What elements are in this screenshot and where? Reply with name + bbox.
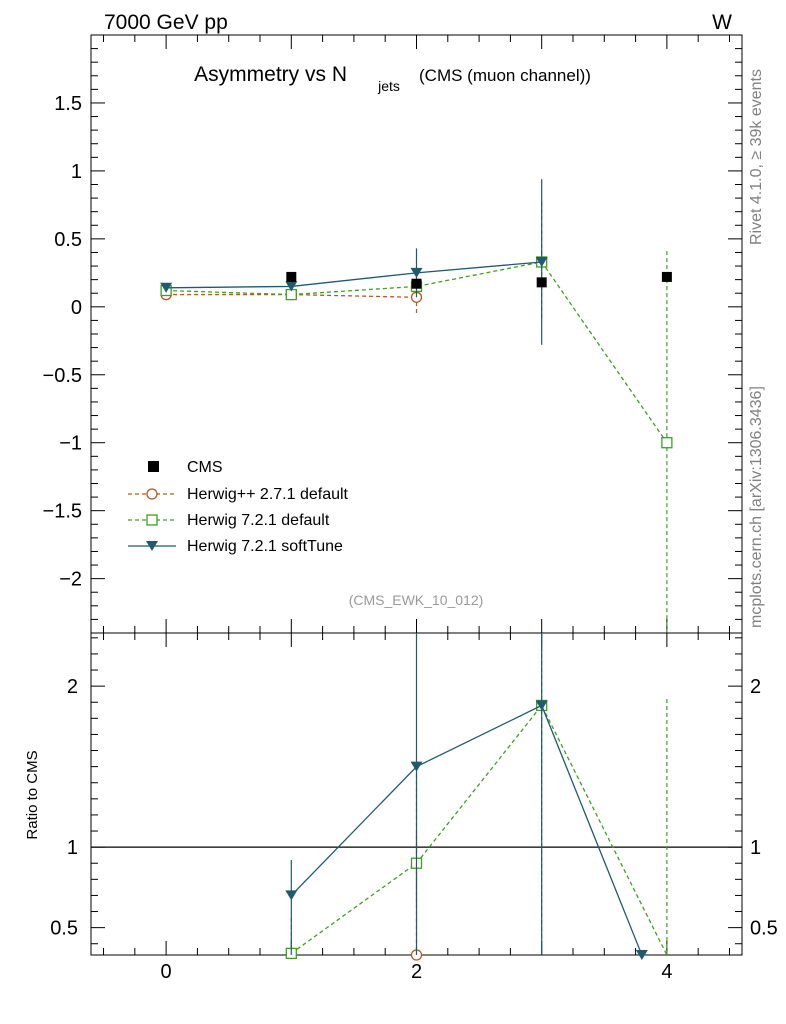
ratio-y-tick-label-right: 0.5 xyxy=(750,918,778,940)
point-herwig721 xyxy=(661,437,673,449)
line-softtune xyxy=(166,261,542,289)
main-panel: Asymmetry vs N jets (CMS (muon channel))… xyxy=(43,34,743,955)
line-herwig721 xyxy=(166,261,668,444)
legend-label-herwig721: Herwig 7.2.1 default xyxy=(187,512,330,529)
series-cms xyxy=(286,271,672,289)
process-label: W xyxy=(712,11,732,34)
point-softtune xyxy=(410,267,423,278)
legend: CMS Herwig++ 2.7.1 default Herwig 7.2.1 … xyxy=(128,459,349,555)
legend-marker-softtune xyxy=(146,541,158,551)
ratio-point-softtune xyxy=(635,950,648,960)
main-y-tick-label: 0.5 xyxy=(54,229,82,251)
point-cms xyxy=(661,271,672,282)
rivet-version-label: Rivet 4.1.0, ≥ 39k events xyxy=(748,69,765,245)
legend-label-cms: CMS xyxy=(187,459,223,476)
main-y-tick-label: −2 xyxy=(59,569,82,591)
ratio-series-softtune xyxy=(285,633,648,960)
ratio-y-tick-label: 1 xyxy=(67,837,78,859)
legend-label-softtune: Herwig 7.2.1 softTune xyxy=(187,538,343,555)
point-cms xyxy=(286,271,297,282)
point-softtune xyxy=(160,282,173,293)
legend-entry-herwig721: Herwig 7.2.1 default xyxy=(128,512,330,529)
legend-entry-cms: CMS xyxy=(148,459,223,476)
ratio-series-herwig721 xyxy=(285,633,668,960)
legend-marker-herwig721 xyxy=(146,514,158,526)
main-y-tick-label: 1.5 xyxy=(54,93,82,115)
ratio-line-herwig721 xyxy=(290,704,668,956)
ratio-y-tick-label: 0.5 xyxy=(50,918,78,940)
analysis-watermark: (CMS_EWK_10_012) xyxy=(349,592,484,608)
main-y-tick-label: −1.5 xyxy=(43,501,82,523)
x-tick-label: 2 xyxy=(411,961,422,983)
x-tick-label: 0 xyxy=(161,961,172,983)
main-y-tick-label: 1 xyxy=(71,161,82,183)
legend-marker-herwigpp xyxy=(146,488,158,500)
point-cms xyxy=(536,277,547,288)
chart-title-subscript: jets xyxy=(377,78,400,94)
point-cms xyxy=(411,278,422,289)
chart-title-suffix: (CMS (muon channel)) xyxy=(419,66,591,85)
main-y-tick-label: 0 xyxy=(71,297,82,319)
x-tick-label: 4 xyxy=(661,961,672,983)
ratio-line-softtune xyxy=(290,704,643,956)
point-softtune xyxy=(285,281,298,292)
ratio-panel: Ratio to CMS 2 2 1 1 0.5 0.5 0 2 4 xyxy=(24,632,778,983)
ratio-point-softtune xyxy=(535,700,548,711)
legend-label-herwigpp: Herwig++ 2.7.1 default xyxy=(187,486,349,503)
ratio-y-axis-label: Ratio to CMS xyxy=(24,750,41,839)
chart-title: Asymmetry vs N xyxy=(194,63,347,86)
legend-entry-softtune: Herwig 7.2.1 softTune xyxy=(128,538,343,555)
ratio-point-softtune xyxy=(285,890,298,901)
legend-entry-herwigpp: Herwig++ 2.7.1 default xyxy=(128,486,349,503)
ratio-y-tick-label-right: 2 xyxy=(750,676,761,698)
ratio-point-softtune xyxy=(410,761,423,772)
legend-marker-cms xyxy=(148,461,159,472)
point-softtune xyxy=(535,256,548,267)
ratio-y-tick-label-right: 1 xyxy=(750,837,761,859)
mcplots-reference-label: mcplots.cern.ch [arXiv:1306.3436] xyxy=(748,386,765,628)
ratio-y-tick-label: 2 xyxy=(67,676,78,698)
series-softtune xyxy=(160,179,548,345)
energy-label: 7000 GeV pp xyxy=(104,11,228,34)
main-y-tick-label: −0.5 xyxy=(43,365,82,387)
main-y-tick-label: −1 xyxy=(59,433,82,455)
